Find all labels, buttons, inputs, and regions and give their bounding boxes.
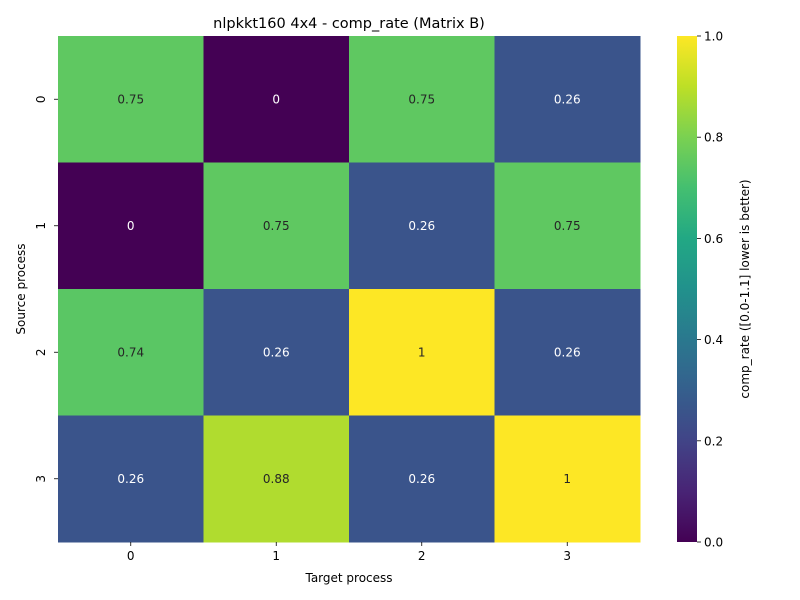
y-tick-label: 0 — [34, 95, 48, 103]
heatmap-cell — [349, 289, 495, 416]
heatmap-cell — [58, 162, 204, 290]
cell-value-label: 0.26 — [263, 345, 290, 359]
cell-value-label: 0.75 — [263, 219, 290, 233]
cell-value-label: 1 — [418, 345, 426, 359]
heatmap-cell — [349, 415, 495, 543]
cell-value-label: 0.26 — [408, 472, 435, 486]
heatmap-cell — [203, 289, 350, 416]
colorbar-title: comp_rate ([0.0-1.1] lower is better) — [738, 179, 752, 398]
colorbar: 0.0 0.2 0.4 0.6 0.8 1.0 — [677, 30, 723, 550]
heatmap-cell — [349, 36, 495, 163]
heatmap-cell — [349, 162, 495, 290]
cell-value-label: 0.75 — [117, 92, 144, 106]
heatmap-cell — [203, 415, 350, 543]
y-axis-title: Source process — [14, 243, 28, 334]
chart-title: nlpkkt160 4x4 - comp_rate (Matrix B) — [213, 16, 485, 32]
cell-value-label: 0 — [272, 92, 280, 106]
heatmap-cell — [58, 415, 204, 543]
heatmap-cell — [494, 415, 641, 543]
cell-value-label: 0.74 — [117, 345, 144, 359]
colorbar-tick-label: 0.6 — [704, 232, 723, 246]
y-tick-label: 1 — [34, 222, 48, 230]
cell-value-label: 0.26 — [554, 92, 581, 106]
colorbar-tick-label: 0.2 — [704, 434, 723, 448]
x-axis-ticks: 0 1 2 3 — [127, 542, 571, 563]
x-tick-label: 0 — [127, 549, 135, 563]
colorbar-tick-label: 0.0 — [704, 536, 723, 550]
heatmap-cell — [494, 289, 641, 416]
cell-value-label: 0.75 — [554, 219, 581, 233]
x-tick-label: 1 — [272, 549, 280, 563]
y-tick-label: 3 — [34, 475, 48, 483]
heatmap-cell — [494, 36, 641, 163]
y-axis-ticks: 0 1 2 3 — [34, 95, 58, 483]
colorbar-tick-label: 0.4 — [704, 333, 723, 347]
cell-value-label: 0.26 — [117, 472, 144, 486]
heatmap-cells: 0.75 0 0.75 0.26 0 0.75 0.26 0.75 0.74 0.26 1 0.26 0… — [58, 36, 641, 543]
heatmap-cell — [58, 289, 204, 416]
cell-value-label: 0.88 — [263, 472, 290, 486]
colorbar-gradient — [677, 36, 697, 542]
x-tick-label: 2 — [418, 549, 426, 563]
x-axis-title: Target process — [304, 571, 392, 585]
colorbar-tick-label: 0.8 — [704, 131, 723, 145]
cell-value-label: 0.75 — [408, 92, 435, 106]
x-tick-label: 3 — [563, 549, 571, 563]
heatmap-cell — [58, 36, 204, 163]
cell-value-label: 0.26 — [408, 219, 435, 233]
colorbar-tick-label: 1.0 — [704, 30, 723, 44]
heatmap-cell — [203, 36, 350, 163]
heatmap-cell — [494, 162, 641, 290]
cell-value-label: 0.26 — [554, 345, 581, 359]
y-tick-label: 2 — [34, 348, 48, 356]
cell-value-label: 1 — [563, 472, 571, 486]
heatmap-cell — [203, 162, 350, 290]
cell-value-label: 0 — [127, 219, 135, 233]
